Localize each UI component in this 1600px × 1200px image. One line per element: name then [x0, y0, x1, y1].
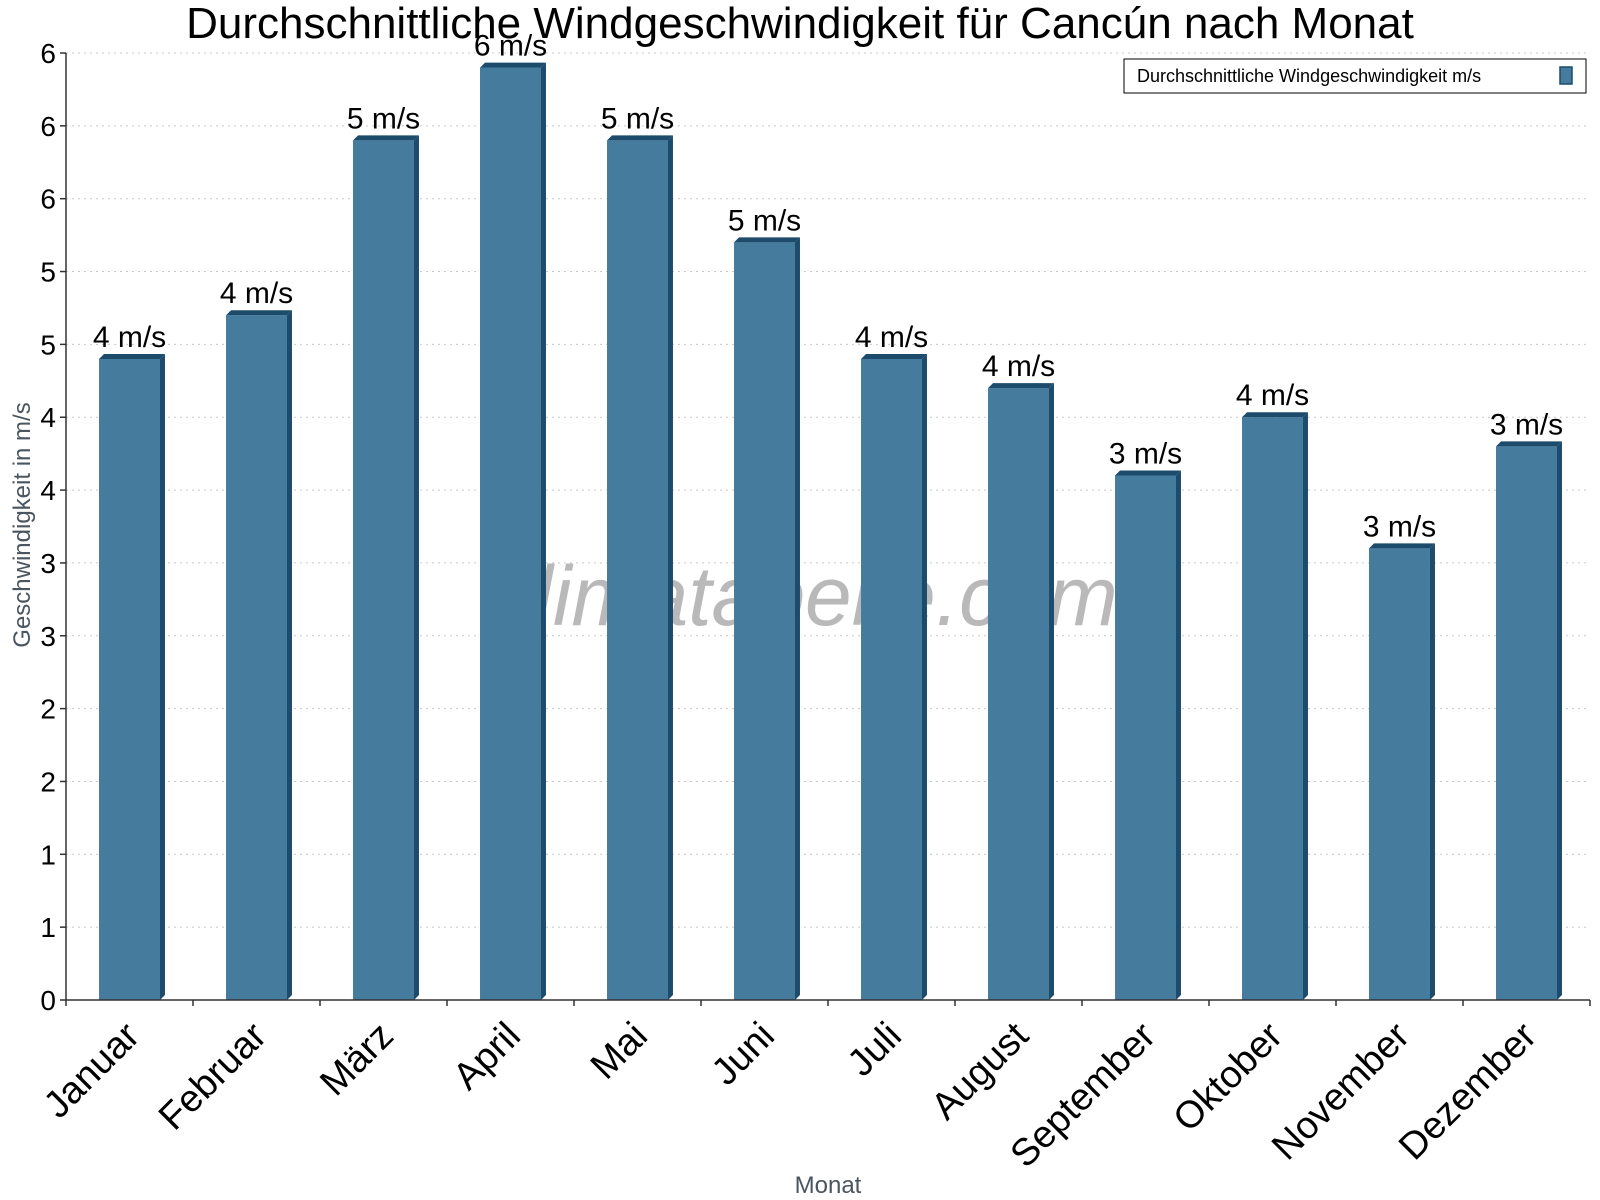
x-tick-label: Dezember: [1391, 1014, 1545, 1168]
bar-front: [861, 358, 922, 1000]
bar-side: [1302, 412, 1308, 1000]
bar-august: [988, 383, 1054, 1001]
bar-side: [921, 353, 927, 1000]
data-label: 4 m/s: [93, 321, 166, 354]
y-tick-label: 5: [40, 329, 56, 360]
x-tick-label: Februar: [151, 1014, 275, 1138]
y-tick-label: 4: [40, 475, 56, 506]
data-label: 5 m/s: [601, 102, 674, 135]
y-tick-label: 1: [40, 912, 56, 943]
bar-front: [1496, 446, 1557, 1000]
bar-top: [1369, 543, 1435, 549]
bar-februar: [226, 310, 292, 1000]
bar-side: [1556, 441, 1562, 1000]
data-label: 6 m/s: [474, 30, 547, 63]
bar-side: [667, 135, 673, 1000]
data-label: 4 m/s: [982, 350, 1055, 383]
bar-side: [1429, 543, 1435, 1000]
x-axis-label: Monat: [795, 1172, 862, 1199]
bar-side: [794, 237, 800, 1000]
bar-top: [353, 135, 419, 141]
y-tick-label: 3: [40, 548, 56, 579]
data-label: 5 m/s: [728, 204, 801, 237]
bars: [99, 62, 1562, 1001]
bar-november: [1369, 543, 1435, 1000]
bar-front: [1115, 475, 1176, 1000]
y-tick-label: 2: [40, 694, 56, 725]
bar-top: [607, 135, 673, 141]
y-tick-label: 1: [40, 839, 56, 870]
bar-oktober: [1242, 412, 1308, 1000]
data-label: 4 m/s: [220, 277, 293, 310]
bar-dezember: [1496, 441, 1562, 1000]
x-tick-label: Mai: [583, 1015, 656, 1088]
y-tick-label: 6: [40, 184, 56, 215]
chart-title: Durchschnittliche Windgeschwindigkeit fü…: [186, 0, 1414, 48]
x-tick-label: April: [445, 1015, 528, 1098]
y-axis-label: Geschwindigkeit in m/s: [9, 402, 36, 647]
bar-front: [988, 388, 1049, 1001]
x-tick-label: März: [312, 1015, 401, 1104]
bar-top: [99, 353, 165, 359]
x-tick-label: Juli: [840, 1015, 910, 1085]
grid-lines: [66, 52, 1590, 928]
bar-top: [861, 353, 927, 359]
y-tick-label: 2: [40, 766, 56, 797]
bar-top: [734, 237, 800, 243]
x-tick-label: November: [1264, 1014, 1418, 1168]
bar-mai: [607, 135, 673, 1000]
y-tick-label: 3: [40, 621, 56, 652]
y-tick-label: 5: [40, 257, 56, 288]
legend-box: [1123, 58, 1587, 94]
legend: Durchschnittliche Windgeschwindigkeit m/…: [1123, 58, 1587, 94]
bar-front: [99, 358, 160, 1000]
bar-side: [1175, 470, 1181, 1000]
bar-front: [353, 140, 414, 1000]
bar-märz: [353, 135, 419, 1000]
bar-front: [1242, 417, 1303, 1000]
bar-side: [413, 135, 419, 1000]
data-label: 5 m/s: [347, 102, 420, 135]
data-label: 4 m/s: [855, 321, 928, 354]
bar-juli: [861, 353, 927, 1000]
bar-side: [286, 310, 292, 1000]
bar-side: [159, 353, 165, 1000]
data-labels: 4 m/s 4 m/s 5 m/s 6 m/s 5 m/s 5 m/s 4 m/s 4 m/s…: [93, 30, 1563, 544]
bar-front: [607, 140, 668, 1000]
bar-top: [1496, 441, 1562, 447]
bar-top: [480, 62, 546, 68]
y-tick-label: 6: [40, 38, 56, 69]
x-tick-label: Oktober: [1166, 1014, 1292, 1140]
y-tick-label: 6: [40, 111, 56, 142]
bar-top: [1115, 470, 1181, 476]
bar-top: [1242, 412, 1308, 418]
x-tick-label: Juni: [704, 1015, 783, 1094]
bar-top: [226, 310, 292, 316]
bar-januar: [99, 353, 165, 1000]
x-tick-label: Januar: [36, 1014, 148, 1126]
bar-april: [480, 62, 546, 1001]
x-tick-label: August: [924, 1014, 1038, 1128]
bar-september: [1115, 470, 1181, 1000]
bar-front: [734, 242, 795, 1000]
bar-side: [540, 62, 546, 1001]
bar-front: [226, 315, 287, 1000]
bar-front: [1369, 548, 1430, 1000]
legend-swatch: [1559, 66, 1573, 85]
legend-label: Durchschnittliche Windgeschwindigkeit m/…: [1137, 66, 1481, 86]
data-label: 3 m/s: [1490, 408, 1563, 441]
y-tick-label: 4: [40, 402, 56, 433]
bar-side: [1048, 383, 1054, 1001]
data-label: 3 m/s: [1109, 438, 1182, 471]
bar-juni: [734, 237, 800, 1000]
x-axis: Januar Februar März April Mai Juni Juli AugustS…: [36, 999, 1591, 1176]
data-label: 3 m/s: [1363, 510, 1436, 543]
bar-top: [988, 383, 1054, 389]
bar-front: [480, 67, 541, 1001]
data-label: 4 m/s: [1236, 379, 1309, 412]
y-tick-label: 0: [40, 985, 56, 1016]
y-axis: 0 1 1 2 2 3 3 4 4 5 5 6 6 6: [40, 38, 67, 1016]
